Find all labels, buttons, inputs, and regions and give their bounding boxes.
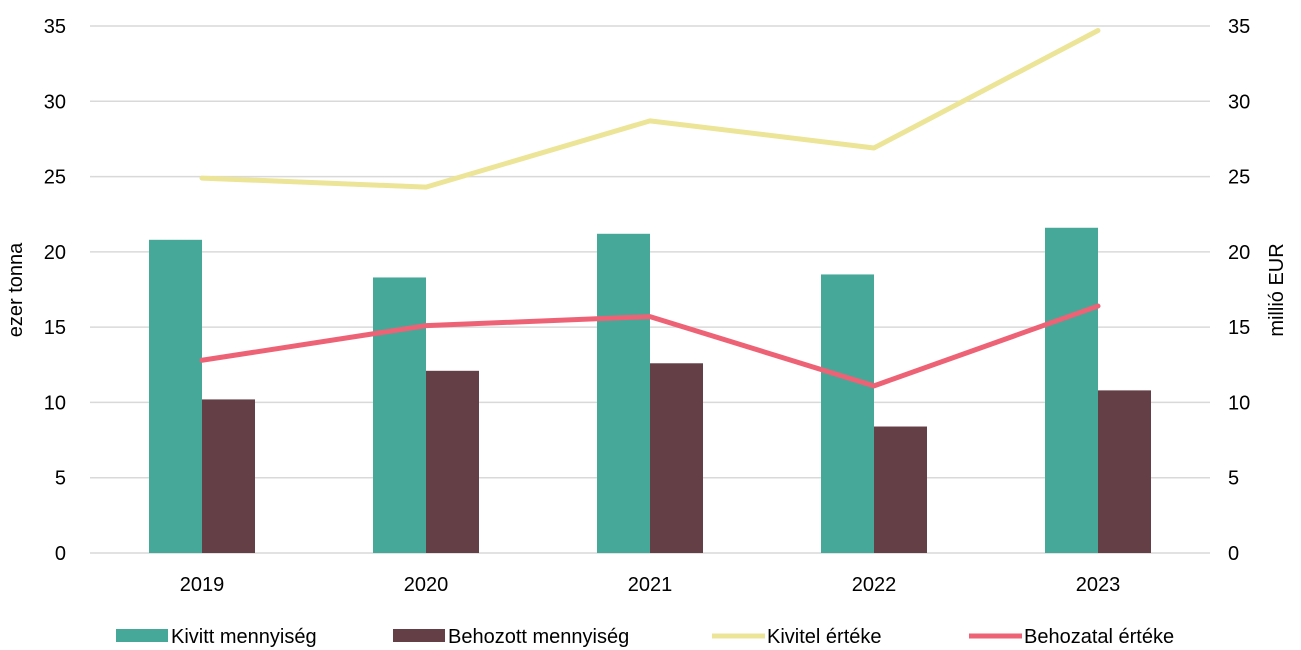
line-behozatal-értéke bbox=[199, 303, 1101, 389]
right-tick-label: 5 bbox=[1228, 468, 1239, 490]
right-tick-label: 15 bbox=[1228, 317, 1250, 339]
legend-label-kivitel-értéke: Kivitel értéke bbox=[767, 626, 882, 648]
left-tick-label: 15 bbox=[44, 317, 66, 339]
x-tick-label: 2020 bbox=[404, 574, 449, 596]
bar-kivitt-mennyiség bbox=[821, 274, 874, 553]
bar-series bbox=[149, 227, 1151, 553]
right-axis-ticks: 0 5 10 15 20 25 30 35 bbox=[1228, 16, 1250, 565]
x-tick-label: 2021 bbox=[628, 574, 673, 596]
line-kivitel-értéke bbox=[199, 28, 1101, 190]
right-tick-label: 30 bbox=[1228, 91, 1250, 113]
x-tick-label: 2019 bbox=[180, 574, 225, 596]
bar-behozott-mennyiség bbox=[1098, 390, 1151, 553]
left-axis-title: ezer tonna bbox=[5, 242, 27, 337]
left-tick-label: 20 bbox=[44, 242, 66, 264]
right-tick-label: 0 bbox=[1228, 543, 1239, 565]
legend-label-behozott-mennyiség: Behozott mennyiség bbox=[448, 626, 629, 648]
bar-behozott-mennyiség bbox=[650, 363, 703, 553]
line-series bbox=[199, 28, 1101, 389]
left-tick-label: 30 bbox=[44, 91, 66, 113]
left-tick-label: 5 bbox=[55, 468, 66, 490]
left-tick-label: 35 bbox=[44, 16, 66, 38]
bar-kivitt-mennyiség bbox=[1045, 227, 1098, 553]
bar-kivitt-mennyiség bbox=[597, 233, 650, 553]
x-tick-label: 2023 bbox=[1076, 574, 1121, 596]
legend: Kivitt mennyiség Behozott mennyiség Kivite… bbox=[116, 626, 1174, 648]
bar-kivitt-mennyiség bbox=[149, 239, 202, 553]
left-tick-label: 25 bbox=[44, 167, 66, 189]
legend-swatch-behozott-mennyiség bbox=[393, 629, 445, 642]
right-tick-label: 25 bbox=[1228, 167, 1250, 189]
right-tick-label: 20 bbox=[1228, 242, 1250, 264]
right-tick-label: 10 bbox=[1228, 392, 1250, 414]
bar-kivitt-mennyiség bbox=[373, 277, 426, 553]
right-tick-label: 35 bbox=[1228, 16, 1250, 38]
bar-behozott-mennyiség bbox=[202, 399, 255, 553]
left-tick-label: 10 bbox=[44, 392, 66, 414]
x-tick-label: 2022 bbox=[852, 574, 897, 596]
bar-behozott-mennyiség bbox=[874, 426, 927, 553]
left-axis-ticks: 0 5 10 15 20 25 30 35 bbox=[44, 16, 66, 565]
left-tick-label: 0 bbox=[55, 543, 66, 565]
legend-label-kivitt-mennyiség: Kivitt mennyiség bbox=[171, 626, 317, 648]
legend-swatch-kivitt-mennyiség bbox=[116, 629, 168, 642]
legend-label-behozatal-értéke: Behozatal értéke bbox=[1024, 626, 1174, 648]
bar-behozott-mennyiség bbox=[426, 370, 479, 553]
right-axis-title: millió EUR bbox=[1266, 243, 1288, 336]
x-axis-ticks: 2019 2020 2021 2022 2023 bbox=[180, 574, 1121, 596]
